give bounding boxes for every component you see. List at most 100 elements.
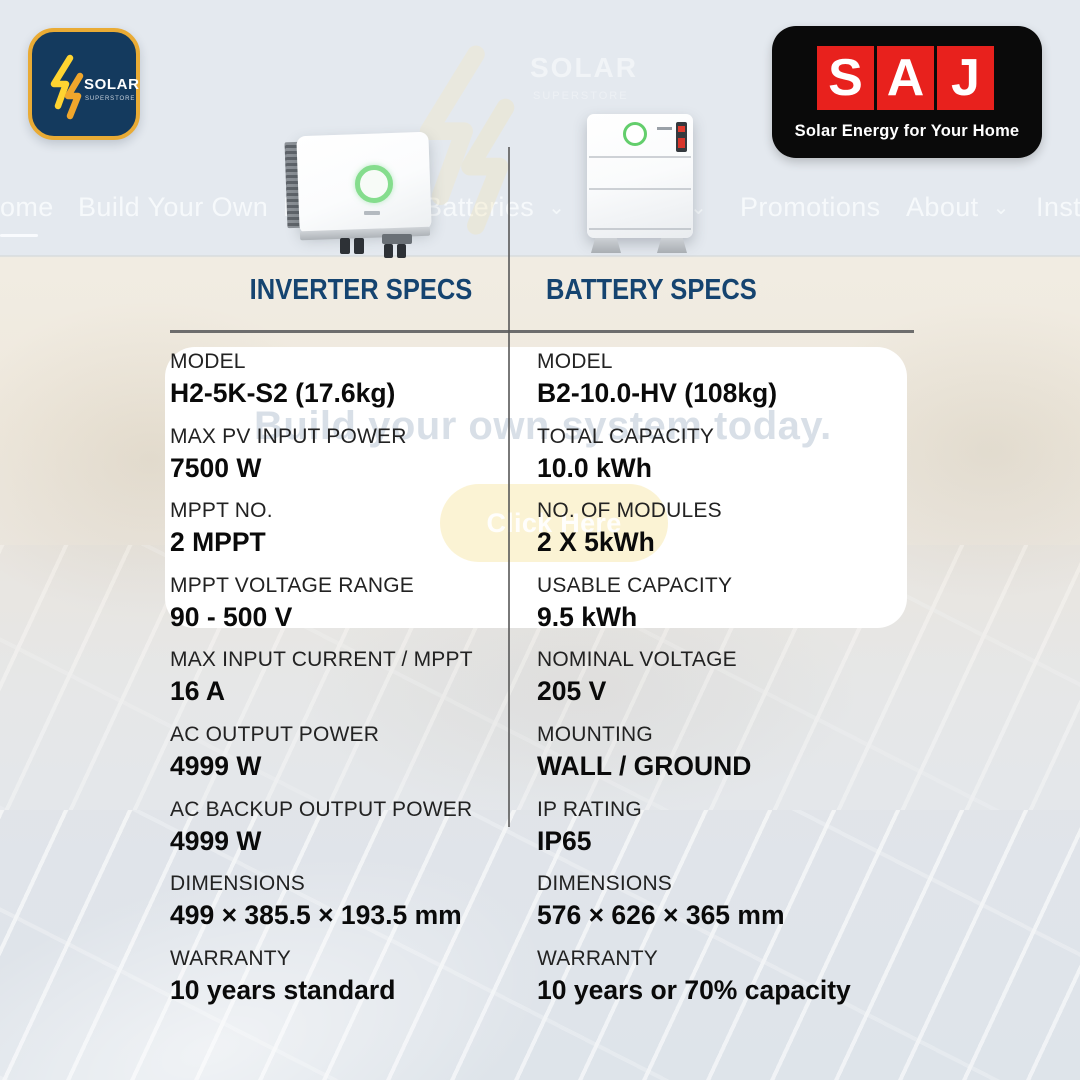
spec-value: 2 X 5kWh — [537, 527, 655, 558]
battery-brand-mark — [657, 127, 672, 130]
inverter-connector — [397, 244, 406, 258]
inverter-connector — [354, 238, 364, 254]
spec-label: DIMENSIONS — [537, 872, 673, 896]
spec-label: MAX INPUT CURRENT / MPPT — [170, 648, 473, 672]
inverter-spec-row: MAX INPUT CURRENT / MPPT 16 A — [170, 647, 500, 722]
battery-spec-row: MOUNTING WALL / GROUND — [537, 722, 877, 797]
inverter-spec-row: WARRANTY 10 years standard — [170, 946, 500, 1021]
battery-spec-row: TOTAL CAPACITY 10.0 kWh — [537, 424, 877, 499]
lightning-bolt-icon — [419, 45, 515, 235]
inverter-spec-row: MPPT NO. 2 MPPT — [170, 498, 500, 573]
battery-spec-row: NO. OF MODULES 2 X 5kWh — [537, 498, 877, 573]
battery-breaker — [678, 138, 685, 148]
badge-subtitle: SUPERSTORE — [85, 96, 136, 102]
battery-breaker — [678, 126, 685, 132]
inverter-product-image — [278, 110, 442, 260]
spec-value: 2 MPPT — [170, 527, 266, 558]
nav-item-insta[interactable]: Insta — [1036, 192, 1080, 223]
inverter-connector — [384, 244, 393, 258]
spec-label: DIMENSIONS — [170, 872, 306, 896]
inverter-spec-row: MAX PV INPUT POWER 7500 W — [170, 424, 500, 499]
battery-module-seam — [589, 188, 691, 190]
spec-value: 90 - 500 V — [170, 601, 293, 632]
spec-label: MODEL — [170, 350, 246, 373]
battery-spec-row: USABLE CAPACITY 9.5 kWh — [537, 573, 877, 648]
spec-value: 7500 W — [170, 452, 262, 483]
spec-value: 16 A — [170, 676, 225, 707]
specs-column-divider — [508, 147, 510, 827]
inverter-status-ring — [355, 165, 393, 203]
nav-item-promotions[interactable]: Promotions — [740, 192, 881, 223]
spec-value: 10 years standard — [170, 974, 396, 1005]
battery-spec-row: DIMENSIONS 576 × 626 × 365 mm — [537, 871, 877, 946]
lightning-bolt-icon — [50, 54, 84, 120]
nav-item-label: Batteries — [424, 192, 535, 222]
spec-label: IP RATING — [537, 797, 642, 821]
nav-item-batteries[interactable]: Batteries ⌄ — [424, 192, 565, 223]
battery-spec-row: NOMINAL VOLTAGE 205 V — [537, 647, 877, 722]
inverter-spec-row: AC BACKUP OUTPUT POWER 4999 W — [170, 797, 500, 872]
spec-value: 499 × 385.5 × 193.5 mm — [170, 900, 462, 931]
spec-label: MAX PV INPUT POWER — [170, 424, 407, 448]
spec-label: NO. OF MODULES — [537, 499, 722, 523]
battery-spec-row: WARRANTY 10 years or 70% capacity — [537, 946, 877, 1021]
battery-module-seam — [589, 156, 691, 158]
battery-module-seam — [589, 228, 691, 230]
battery-spec-row: MODEL B2-10.0-HV (108kg) — [537, 349, 877, 424]
spec-value: 10 years or 70% capacity — [537, 974, 851, 1005]
saj-letter: S — [817, 46, 874, 110]
spec-label: MPPT NO. — [170, 499, 273, 523]
nav-item-label: ome — [0, 192, 54, 222]
spec-value: 10.0 kWh — [537, 452, 652, 483]
nav-item-hidden[interactable]: ⌄ — [676, 192, 707, 223]
battery-side-panel — [676, 122, 687, 152]
nav-item-ome[interactable]: ome — [0, 192, 54, 223]
saj-tagline: Solar Energy for Your Home — [794, 122, 1020, 140]
spec-label: AC OUTPUT POWER — [170, 722, 380, 746]
spec-value: 205 V — [537, 676, 607, 707]
battery-spec-list: MODEL B2-10.0-HV (108kg) TOTAL CAPACITY 10.… — [537, 349, 877, 1020]
spec-value: H2-5K-S2 (17.6kg) — [170, 378, 396, 408]
battery-status-ring — [623, 122, 647, 146]
nav-item-label: Build Your Own — [78, 192, 269, 222]
spec-value: 4999 W — [170, 825, 262, 856]
spec-label: MODEL — [537, 350, 613, 373]
inverter-spec-row: DIMENSIONS 499 × 385.5 × 193.5 mm — [170, 871, 500, 946]
spec-value: B2-10.0-HV (108kg) — [537, 378, 778, 408]
saj-letter: J — [937, 46, 994, 110]
watermark-wordmark: SOLAR — [530, 52, 638, 83]
nav-item-label: Promotions — [740, 192, 881, 222]
chevron-down-icon: ⌄ — [992, 197, 1010, 219]
inverter-connector — [340, 238, 350, 254]
spec-label: MOUNTING — [537, 722, 653, 746]
chevron-down-icon: ⌄ — [548, 197, 566, 219]
spec-label: TOTAL CAPACITY — [537, 424, 715, 448]
nav-item-label: Insta — [1036, 192, 1080, 222]
nav-item-about[interactable]: About ⌄ — [906, 192, 1010, 223]
solar-superstore-logo: SOLAR SUPERSTORE — [28, 28, 140, 140]
battery-specs-title: BATTERY SPECS — [546, 274, 757, 306]
spec-value: IP65 — [537, 825, 592, 856]
badge-wordmark: SOLAR — [84, 76, 140, 93]
spec-value: 9.5 kWh — [537, 601, 638, 632]
specs-top-rule — [170, 330, 914, 333]
inverter-specs-title: INVERTER SPECS — [249, 274, 473, 306]
spec-value: 576 × 626 × 365 mm — [537, 900, 785, 931]
nav-active-underline — [0, 234, 38, 237]
spec-value: 4999 W — [170, 750, 262, 781]
nav-item-build-your-own[interactable]: Build Your Own — [78, 192, 268, 223]
header-band-divider — [0, 255, 1080, 257]
chevron-down-icon: ⌄ — [690, 197, 708, 219]
inverter-connector — [382, 234, 412, 244]
inverter-spec-row: MPPT VOLTAGE RANGE 90 - 500 V — [170, 573, 500, 648]
spec-label: AC BACKUP OUTPUT POWER — [170, 797, 473, 821]
battery-foot — [657, 238, 687, 253]
battery-foot — [591, 238, 621, 253]
battery-spec-row: IP RATING IP65 — [537, 797, 877, 872]
solar-superstore-watermark: SOLAR SUPERSTORE — [405, 20, 735, 260]
inverter-spec-list: MODEL H2-5K-S2 (17.6kg) MAX PV INPUT POWER… — [170, 349, 500, 1020]
spec-label: MPPT VOLTAGE RANGE — [170, 573, 414, 597]
